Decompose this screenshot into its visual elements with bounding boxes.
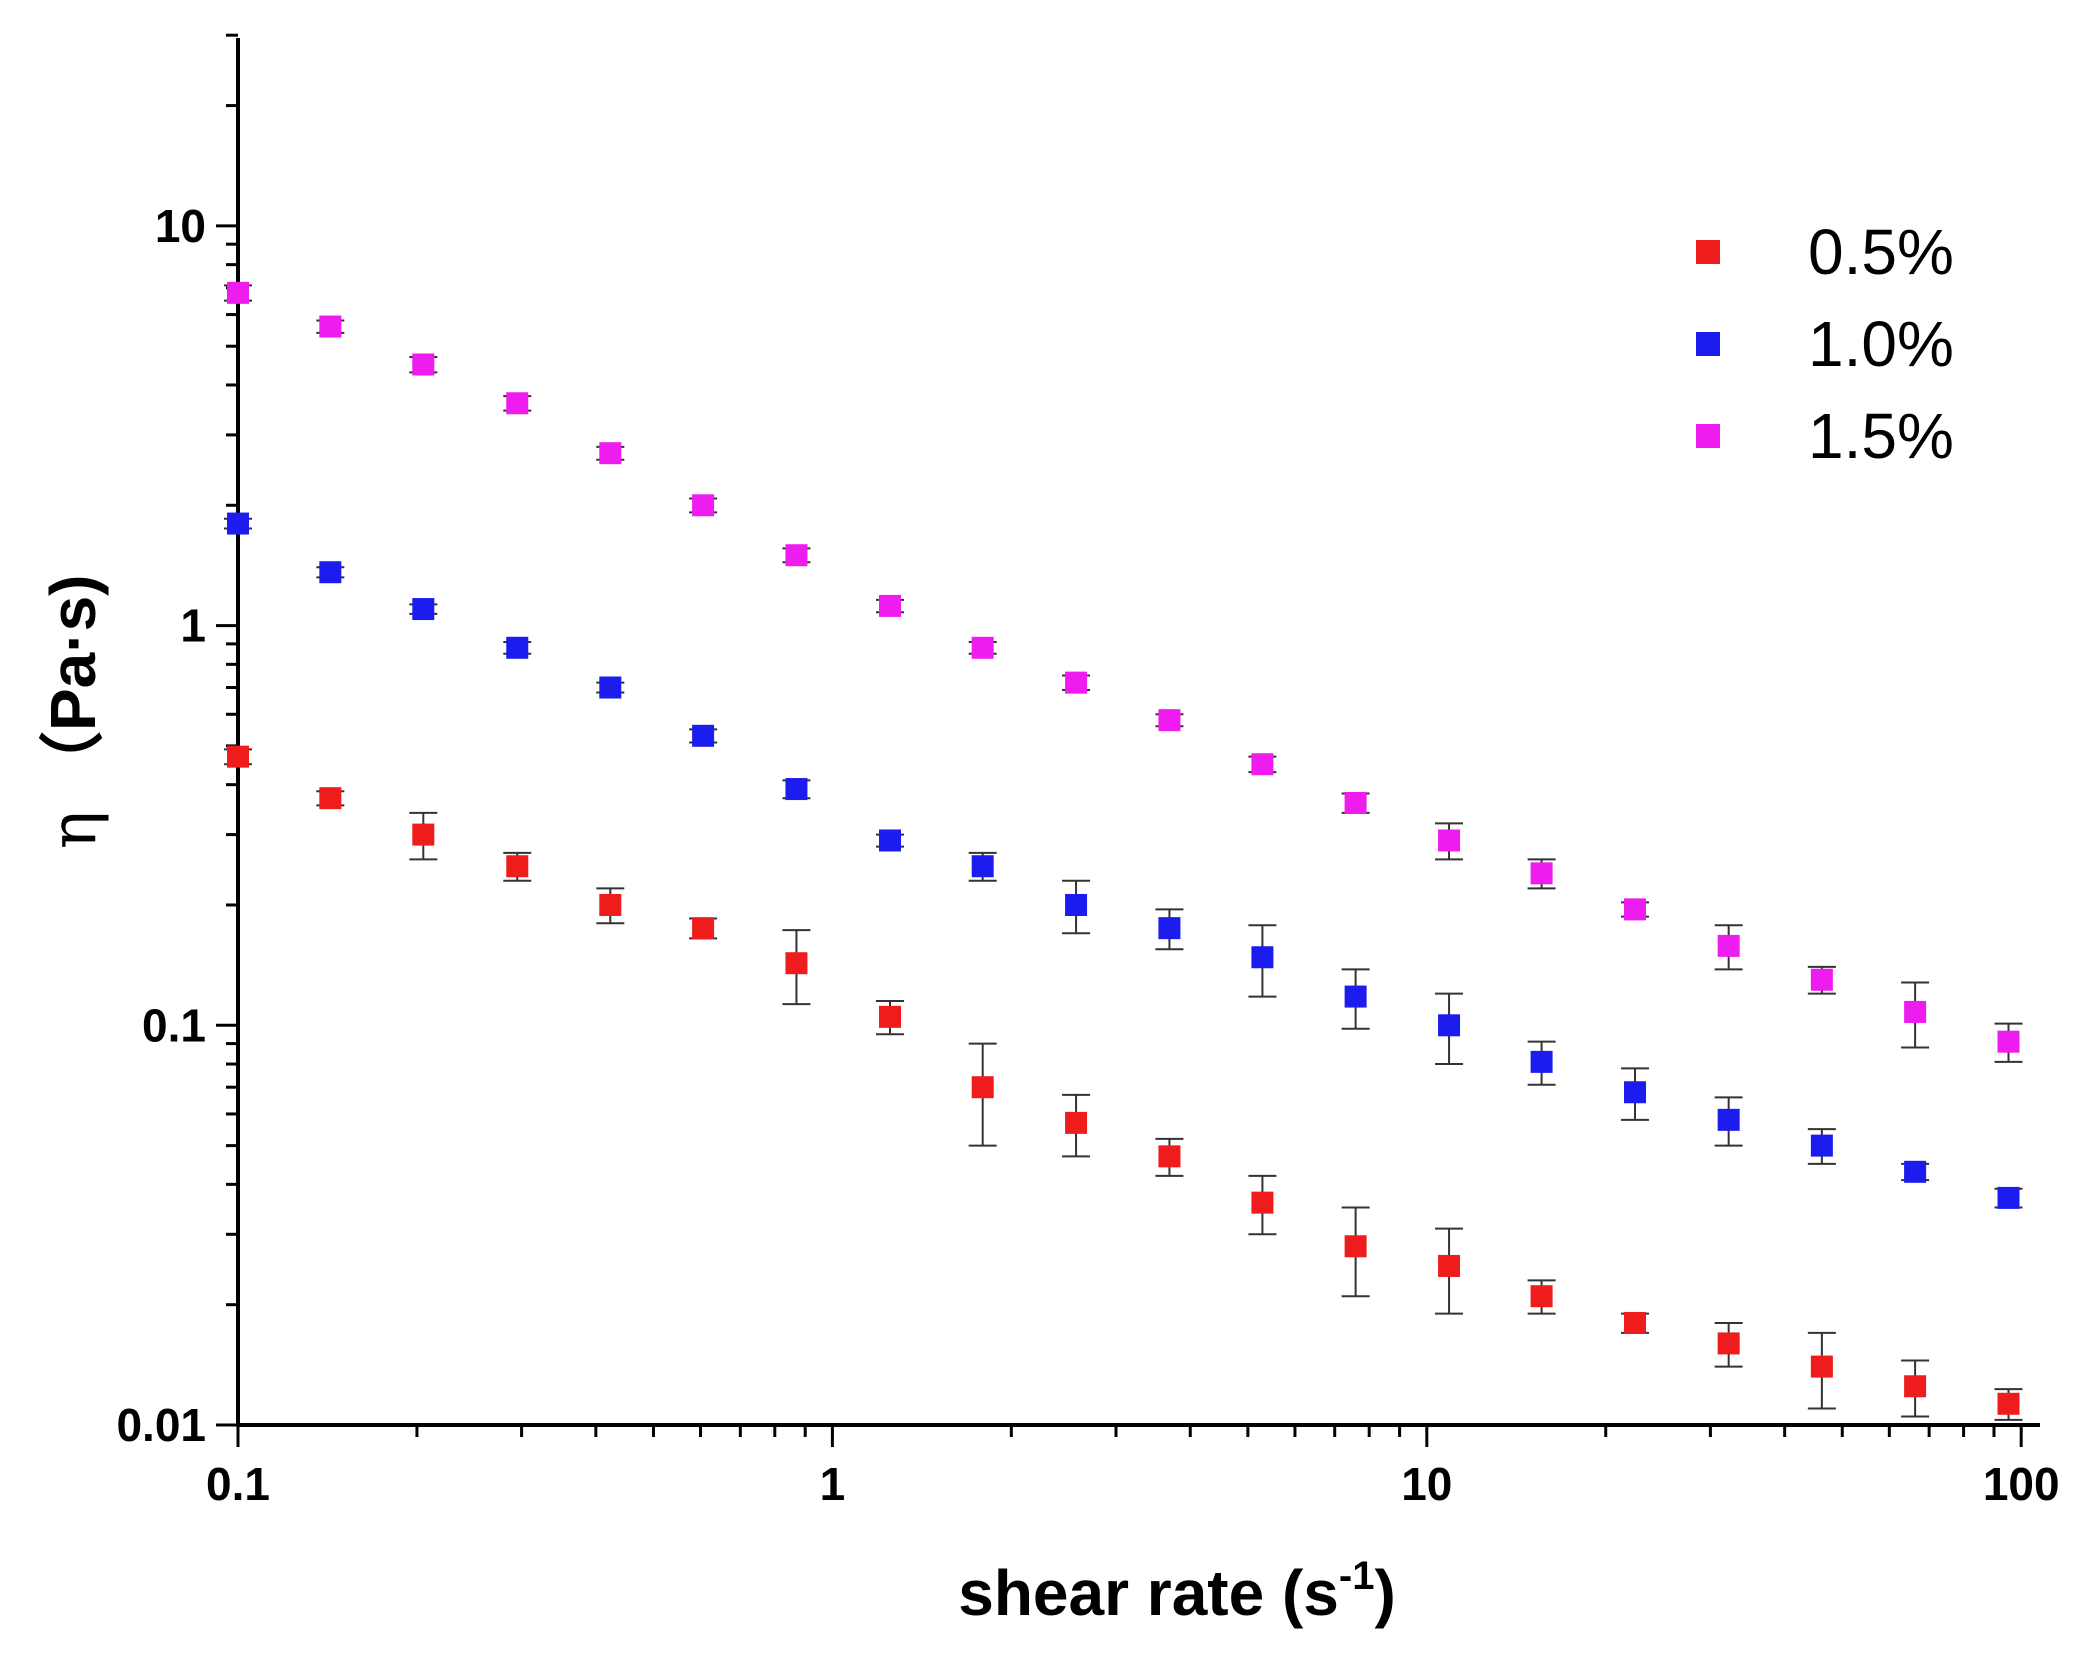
data-point [319, 561, 342, 584]
data-point [1344, 985, 1367, 1008]
data-point [599, 442, 622, 465]
series-0.5% [224, 745, 2023, 1421]
data-point [1997, 1030, 2020, 1053]
data-point [506, 855, 529, 878]
x-tick-label: 0.1 [206, 1458, 270, 1510]
data-point [1530, 1285, 1553, 1308]
data-point [1623, 1081, 1646, 1104]
data-point [412, 823, 435, 846]
data-point [692, 494, 715, 517]
data-point [1717, 1108, 1740, 1131]
data-point [227, 745, 249, 768]
data-point [1065, 671, 1088, 694]
legend-marker [1696, 240, 1720, 264]
legend-label: 0.5% [1808, 216, 1954, 288]
data-point [971, 636, 994, 659]
data-point [1623, 898, 1646, 921]
data-point [971, 1076, 994, 1099]
data-point [599, 893, 622, 916]
data-point [1251, 946, 1274, 969]
data-point [785, 778, 808, 801]
x-tick-label: 10 [1401, 1458, 1452, 1510]
data-point [1065, 1111, 1088, 1134]
data-point [1623, 1311, 1646, 1334]
legend-marker [1696, 332, 1720, 356]
series-1.5% [224, 281, 2023, 1063]
legend-marker [1696, 424, 1720, 448]
data-point [319, 787, 342, 810]
data-point [1065, 893, 1088, 916]
data-point [971, 855, 994, 878]
data-point [1997, 1392, 2020, 1415]
x-axis-title-close: ) [1374, 1557, 1395, 1629]
series-1.0% [224, 512, 2023, 1209]
data-point [1438, 1014, 1461, 1037]
y-tick-label: 1 [180, 600, 206, 652]
data-point [1904, 1000, 1927, 1023]
data-point [1344, 791, 1367, 814]
data-point [1530, 862, 1553, 885]
data-point [1717, 1332, 1740, 1355]
x-tick-label: 1 [820, 1458, 846, 1510]
data-point [506, 636, 529, 659]
x-axis-title-text: shear rate (s [958, 1557, 1339, 1629]
legend-label: 1.5% [1808, 400, 1954, 472]
data-point [599, 676, 622, 699]
data-point [506, 392, 529, 415]
data-point [1810, 968, 1833, 991]
data-marks [224, 281, 2023, 1421]
data-point [1251, 753, 1274, 776]
y-tick-label: 0.1 [142, 999, 206, 1051]
data-point [1530, 1050, 1553, 1073]
x-axis-title: shear rate (s-1) [958, 1554, 1396, 1629]
y-tick-label: 0.01 [116, 1399, 206, 1451]
data-point [785, 544, 808, 567]
y-axis-title: η （Pa·s) [37, 575, 111, 850]
data-point [785, 952, 808, 975]
data-point [1438, 829, 1461, 852]
y-tick-label: 10 [155, 200, 206, 252]
x-tick-label: 100 [1983, 1458, 2060, 1510]
data-point [1344, 1235, 1367, 1258]
data-point [1438, 1254, 1461, 1277]
data-point [1810, 1134, 1833, 1157]
y-axis-title-units: （Pa·s) [37, 575, 109, 796]
data-point [692, 724, 715, 747]
x-axis-title-superscript: -1 [1339, 1554, 1375, 1598]
data-point [227, 281, 249, 304]
data-point [1251, 1191, 1274, 1214]
data-point [1810, 1355, 1833, 1378]
data-point [1158, 709, 1181, 732]
data-point [1717, 934, 1740, 957]
data-point [412, 353, 435, 376]
data-point [1904, 1375, 1927, 1398]
data-point [692, 917, 715, 940]
data-point [1158, 1145, 1181, 1168]
data-point [879, 829, 902, 852]
data-point [412, 598, 435, 621]
data-point [227, 512, 249, 535]
data-point [319, 315, 342, 338]
data-point [1997, 1186, 2020, 1209]
y-axis-title-symbol: η [37, 811, 111, 849]
data-point [879, 1005, 902, 1028]
axes [236, 38, 2040, 1427]
legend: 0.5% 1.0% 1.5% [1696, 216, 1954, 472]
legend-label: 1.0% [1808, 308, 1954, 380]
data-point [1158, 917, 1181, 940]
data-point [1904, 1160, 1927, 1183]
data-point [879, 594, 902, 617]
